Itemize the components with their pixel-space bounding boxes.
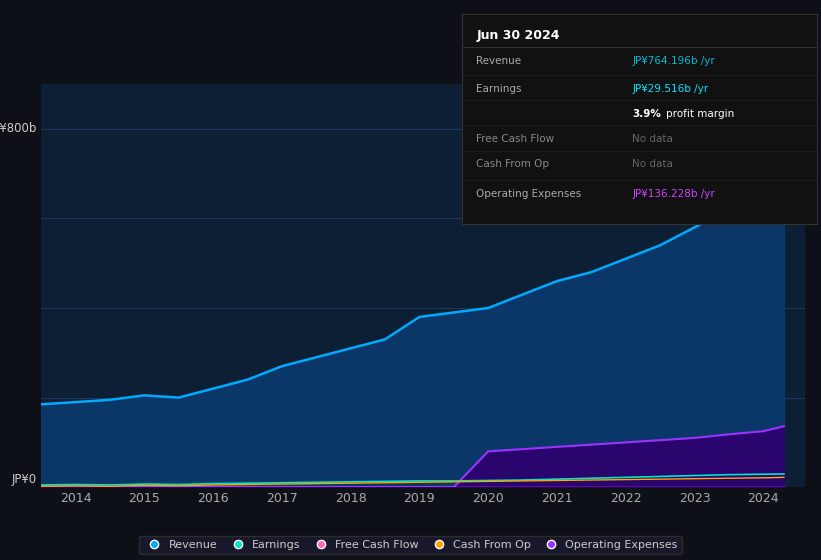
Text: JP¥29.516b /yr: JP¥29.516b /yr: [632, 83, 709, 94]
Text: Operating Expenses: Operating Expenses: [476, 189, 581, 199]
Legend: Revenue, Earnings, Free Cash Flow, Cash From Op, Operating Expenses: Revenue, Earnings, Free Cash Flow, Cash …: [139, 535, 682, 554]
Text: Revenue: Revenue: [476, 56, 521, 66]
Text: JP¥136.228b /yr: JP¥136.228b /yr: [632, 189, 715, 199]
Text: Free Cash Flow: Free Cash Flow: [476, 134, 554, 144]
Text: JP¥800b: JP¥800b: [0, 122, 37, 136]
Text: Jun 30 2024: Jun 30 2024: [476, 29, 560, 41]
Text: Cash From Op: Cash From Op: [476, 159, 549, 169]
Text: Earnings: Earnings: [476, 83, 522, 94]
Text: JP¥764.196b /yr: JP¥764.196b /yr: [632, 56, 715, 66]
Text: profit margin: profit margin: [666, 109, 735, 119]
Text: No data: No data: [632, 159, 673, 169]
Text: JP¥0: JP¥0: [12, 473, 37, 486]
Text: 3.9%: 3.9%: [632, 109, 662, 119]
Text: No data: No data: [632, 134, 673, 144]
